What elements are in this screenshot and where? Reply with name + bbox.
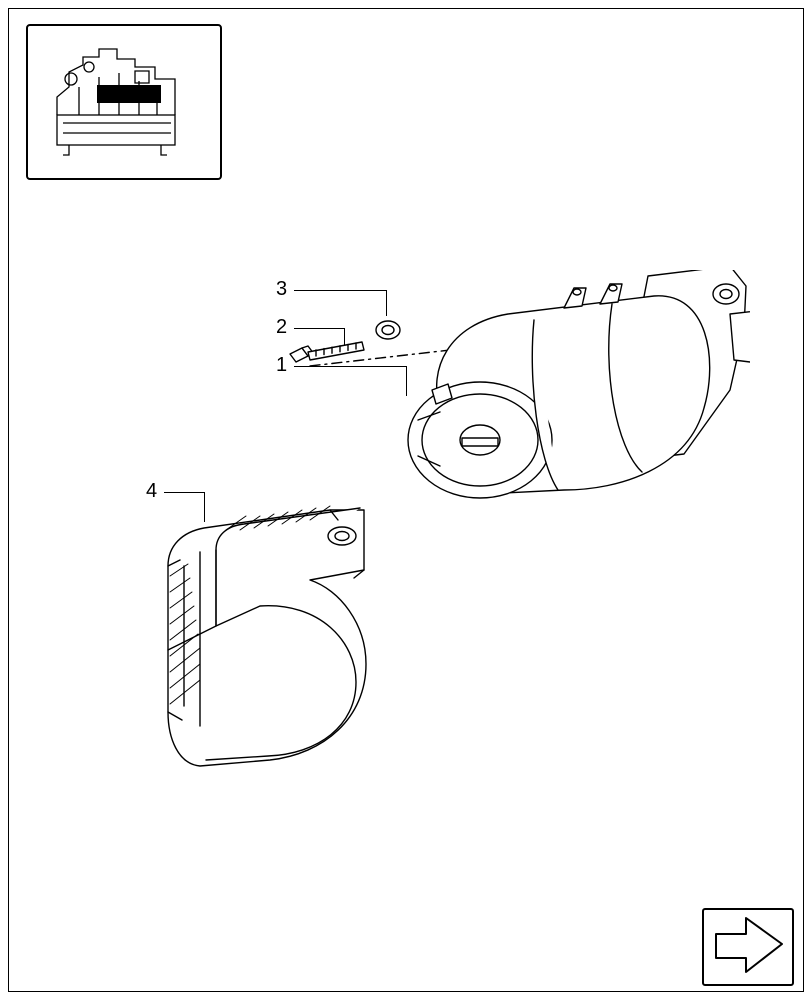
part-heat-shield	[168, 506, 366, 766]
part-starter-motor	[408, 270, 750, 498]
next-page-arrow-icon[interactable]	[702, 908, 794, 986]
part-bolt	[290, 342, 364, 362]
thumbnail-engine-icon	[39, 37, 209, 167]
thumbnail-highlight	[97, 85, 161, 103]
part-washer	[376, 321, 400, 339]
exploded-view-drawing	[130, 270, 750, 790]
assembly-thumbnail	[26, 24, 222, 180]
